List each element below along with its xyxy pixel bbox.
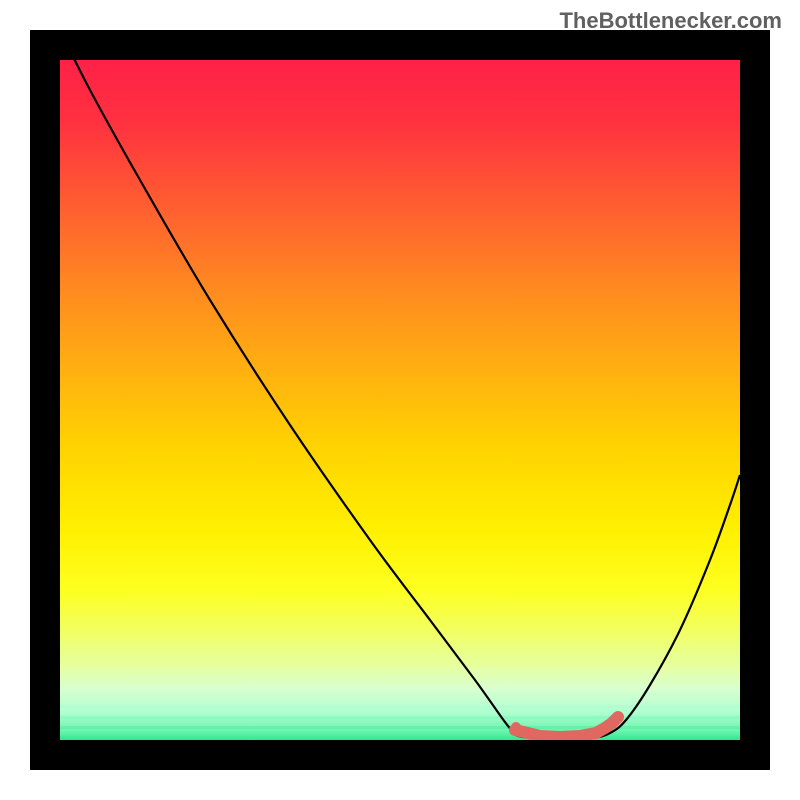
chart-container: TheBottlenecker.com: [0, 0, 800, 800]
plot-area: [30, 30, 770, 770]
attribution-text: TheBottlenecker.com: [559, 8, 782, 34]
chart-frame: [30, 30, 770, 770]
gradient-background: [60, 30, 740, 740]
chart-svg: [30, 30, 770, 770]
